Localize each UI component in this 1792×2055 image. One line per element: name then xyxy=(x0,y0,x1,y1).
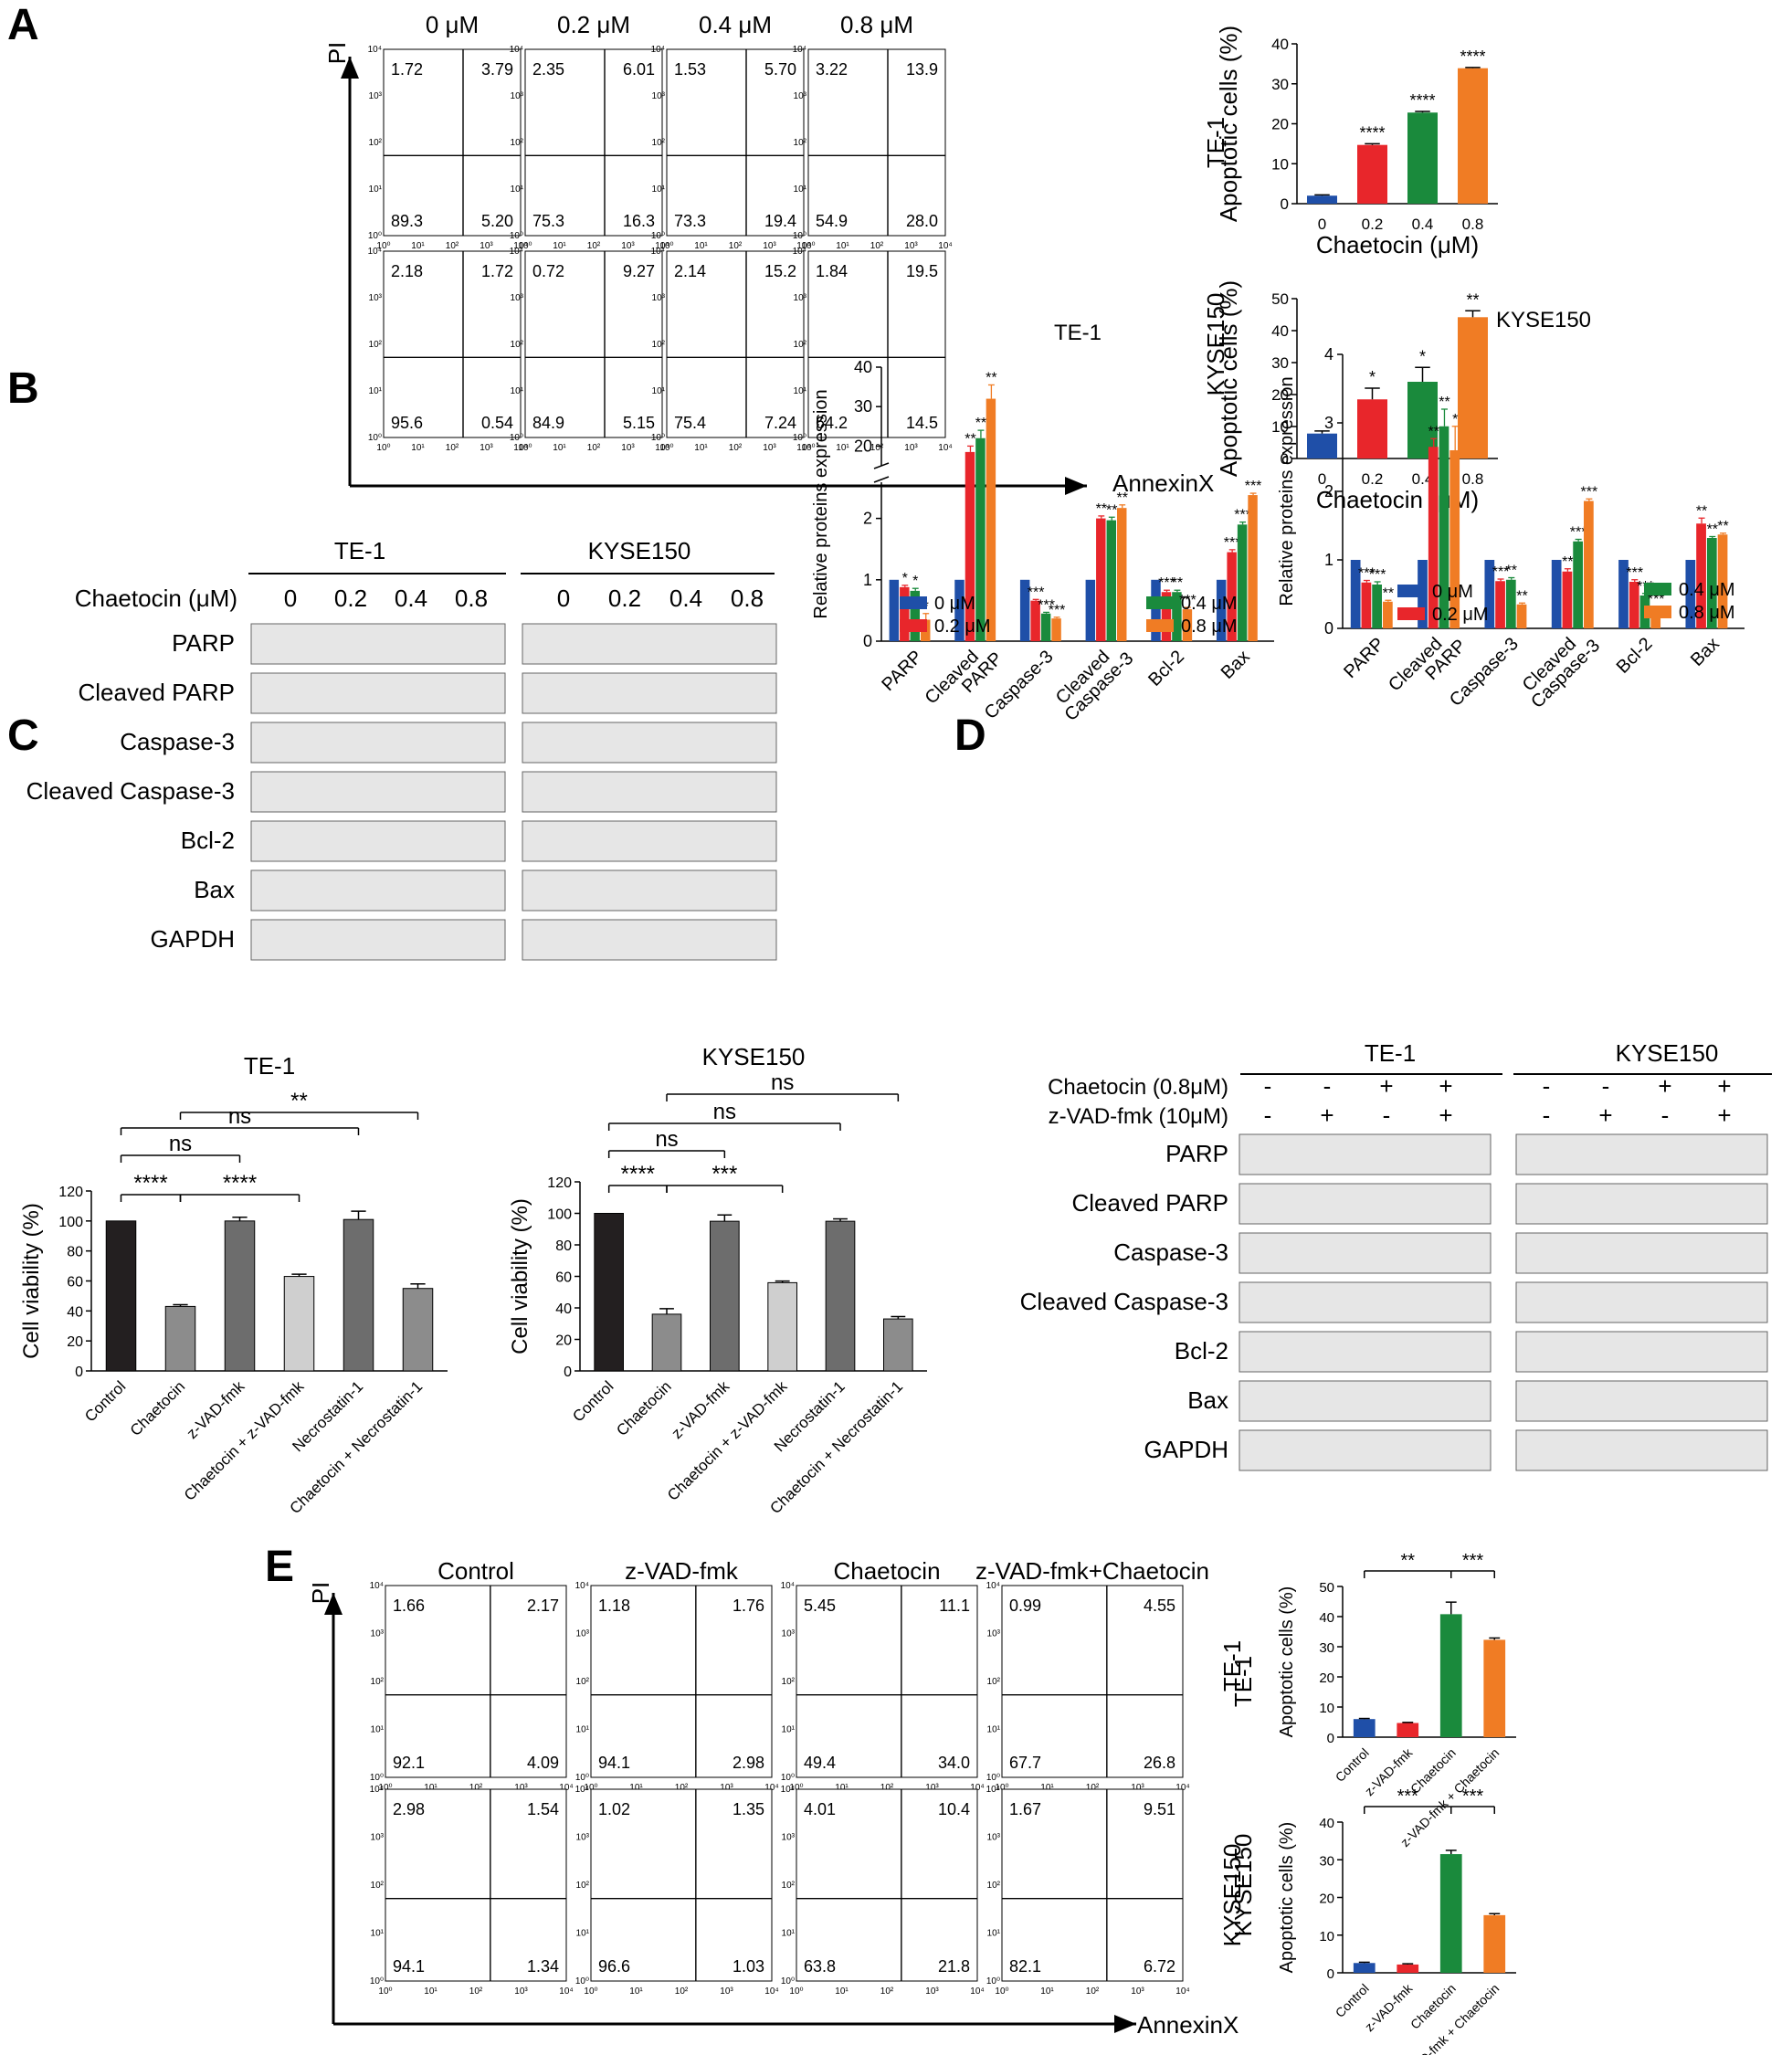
flow-x-tick: 10² xyxy=(587,241,601,251)
panel-letter-d: D xyxy=(954,711,986,760)
flow-x-tick: 10² xyxy=(446,443,459,453)
quadrant-lower-left: 89.3 xyxy=(391,212,423,230)
flow-x-arrow-head xyxy=(1065,477,1087,495)
flow-y-tick: 10² xyxy=(369,138,383,148)
flow-y-tick: 10⁴ xyxy=(510,45,523,55)
flow-y-tick: 10⁰ xyxy=(793,231,806,241)
quadrant-lower-right: 5.20 xyxy=(481,212,513,230)
flow-y-axis-label: PI xyxy=(323,42,351,65)
quadrant-upper-left: 1.53 xyxy=(674,60,706,79)
quadrant-upper-left: 3.22 xyxy=(816,60,848,79)
quadrant-lower-right: 28.0 xyxy=(906,212,938,230)
flow-y-tick: 10⁰ xyxy=(368,231,382,241)
flow-x-tick: 10¹ xyxy=(553,241,566,251)
quadrant-lower-left: 95.6 xyxy=(391,414,423,432)
flow-x-tick: 10³ xyxy=(904,241,918,251)
flow-y-tick: 10⁰ xyxy=(510,231,523,241)
quadrant-lower-left: 75.3 xyxy=(532,212,564,230)
quadrant-upper-left: 2.35 xyxy=(532,60,564,79)
flow-column-title: 0.8 μM xyxy=(840,11,913,38)
flow-y-tick: 10⁴ xyxy=(368,45,382,55)
flow-x-tick: 10³ xyxy=(621,241,635,251)
flow-x-tick: 10² xyxy=(446,241,459,251)
flow-y-tick: 10⁰ xyxy=(368,433,382,443)
flow-x-tick: 10¹ xyxy=(411,443,425,453)
panel-letter-b: B xyxy=(7,364,39,413)
flow-y-tick: 10⁴ xyxy=(651,45,665,55)
quadrant-upper-left: 1.72 xyxy=(391,60,423,79)
quadrant-upper-right: 5.70 xyxy=(764,60,796,79)
flow-x-tick: 10⁰ xyxy=(376,443,390,453)
flow-x-tick: 10³ xyxy=(480,241,493,251)
panel-letter-e: E xyxy=(265,1543,295,1591)
flow-y-tick: 10² xyxy=(511,138,524,148)
flow-column-title: 0.4 μM xyxy=(699,11,772,38)
flow-x-axis-label: AnnexinX xyxy=(1112,469,1214,497)
flow-column-title: 0 μM xyxy=(426,11,479,38)
flow-x-tick: 10² xyxy=(870,241,884,251)
quadrant-upper-right: 13.9 xyxy=(906,60,938,79)
quadrant-upper-right: 1.72 xyxy=(481,262,513,280)
flow-y-tick: 10¹ xyxy=(369,184,383,195)
panel-letter-a: A xyxy=(7,1,39,49)
flow-y-tick: 10¹ xyxy=(511,184,524,195)
flow-y-tick: 10⁰ xyxy=(651,231,665,241)
quadrant-lower-right: 16.3 xyxy=(623,212,655,230)
quadrant-lower-left: 73.3 xyxy=(674,212,706,230)
flow-y-tick: 10³ xyxy=(794,91,807,101)
quadrant-lower-right: 0.54 xyxy=(481,414,513,432)
flow-x-tick: 10² xyxy=(729,241,743,251)
flow-y-tick: 10¹ xyxy=(652,184,666,195)
flow-x-tick: 10¹ xyxy=(836,241,849,251)
flow-y-tick: 10³ xyxy=(369,91,383,101)
quadrant-lower-right: 19.4 xyxy=(764,212,796,230)
flow-column-title: 0.2 μM xyxy=(557,11,630,38)
flow-y-tick: 10³ xyxy=(652,91,666,101)
flow-row-label: TE-1 xyxy=(1202,117,1229,168)
quadrant-upper-left: 2.18 xyxy=(391,262,423,280)
flow-y-tick: 10⁴ xyxy=(793,45,806,55)
flow-y-tick: 10² xyxy=(794,138,807,148)
flow-y-tick: 10² xyxy=(652,138,666,148)
flow-y-tick: 10¹ xyxy=(369,386,383,396)
panel-letter-c: C xyxy=(7,711,39,760)
flow-y-tick: 10³ xyxy=(369,293,383,303)
flow-x-tick: 10¹ xyxy=(411,241,425,251)
flow-x-tick: 10⁴ xyxy=(938,241,952,251)
flow-y-tick: 10⁴ xyxy=(368,247,382,257)
flow-y-arrow-head xyxy=(341,57,359,79)
flow-x-tick: 10³ xyxy=(480,443,493,453)
quadrant-lower-left: 54.9 xyxy=(816,212,848,230)
flow-y-tick: 10¹ xyxy=(794,184,807,195)
flow-y-tick: 10³ xyxy=(511,91,524,101)
quadrant-upper-right: 3.79 xyxy=(481,60,513,79)
flow-x-tick: 10³ xyxy=(763,241,776,251)
flow-y-tick: 10² xyxy=(369,340,383,350)
quadrant-upper-right: 6.01 xyxy=(623,60,655,79)
flow-x-tick: 10¹ xyxy=(694,241,708,251)
